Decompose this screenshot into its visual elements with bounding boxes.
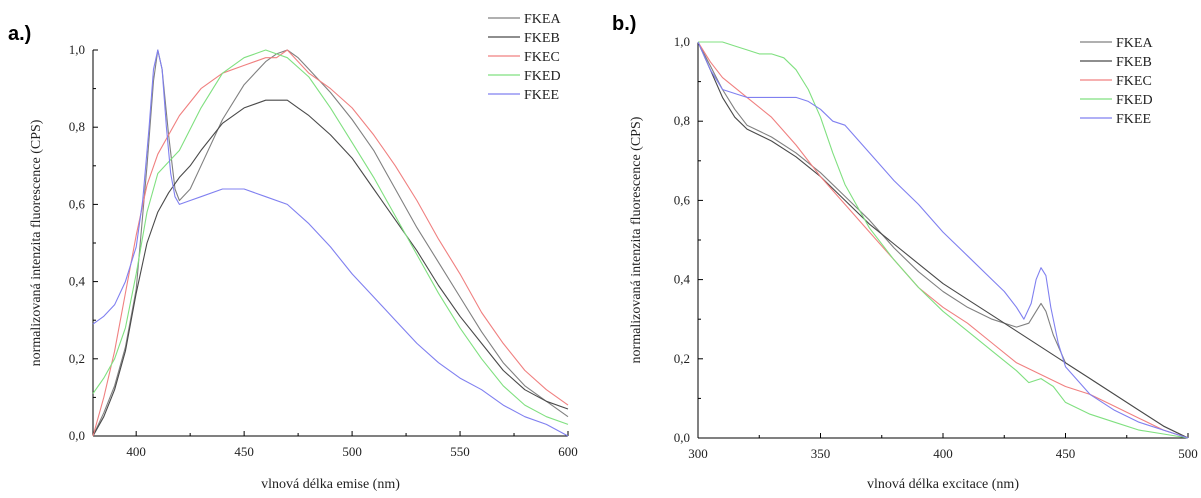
legend-label-fkee: FKEE <box>524 88 559 103</box>
panel-label: a.) <box>8 23 31 45</box>
series-line-fkeb <box>697 41 1189 439</box>
legend-label-fkec: FKEC <box>1116 74 1152 89</box>
panel-label: b.) <box>612 13 636 35</box>
x-axis-title: vlnová délka emise (nm) <box>261 477 400 492</box>
x-tick-label: 400 <box>933 446 953 461</box>
y-tick-label: 0,2 <box>69 351 85 366</box>
series-line-fked <box>698 41 1189 439</box>
x-tick-label: 500 <box>342 444 362 459</box>
y-tick-label: 0,0 <box>674 430 690 445</box>
panel-a: a.) 0,0 0,2 0,4 0,6 0,8 1,0 400 450 500 550 600 vlno… <box>8 12 578 492</box>
y-axis-title: normalizovaná intenzita fluorescence (CP… <box>29 119 44 366</box>
x-tick-label: 550 <box>450 444 470 459</box>
legend-label-fkeb: FKEB <box>1116 55 1152 70</box>
x-tick-label: 350 <box>811 446 831 461</box>
series-line-fkec <box>697 41 1189 439</box>
y-tick-label: 0,6 <box>69 196 86 211</box>
series-line-fkeb <box>92 99 569 437</box>
y-tick-label: 0,6 <box>674 192 691 207</box>
y-tick-label: 0,0 <box>69 428 85 443</box>
panel-b: b.) 0,0 0,2 0,4 0,6 0,8 1,0 300 350 400 450 500 vlno… <box>612 13 1198 492</box>
y-axis-title: normalizovaná intenzita fluorescence (CP… <box>629 116 644 363</box>
series-line-fkea <box>92 49 569 437</box>
x-tick-label: 450 <box>1056 446 1076 461</box>
y-tick-label: 0,8 <box>69 119 85 134</box>
series-line-fkee <box>697 41 1189 439</box>
x-tick-label: 500 <box>1178 446 1198 461</box>
y-tick-label: 0,4 <box>674 272 691 287</box>
series-line-fkea <box>697 41 1189 439</box>
y-tick-label: 0,4 <box>69 274 86 289</box>
y-tick-label: 1,0 <box>674 34 690 49</box>
series-line-fked <box>92 49 569 425</box>
legend-label-fkea: FKEA <box>1116 36 1153 51</box>
legend-label-fkee: FKEE <box>1116 112 1151 127</box>
y-tick-label: 0,2 <box>674 351 690 366</box>
x-tick-label: 300 <box>688 446 708 461</box>
x-tick-label: 400 <box>126 444 146 459</box>
legend-label-fkeb: FKEB <box>524 31 560 46</box>
series-line-fkee <box>92 49 569 437</box>
legend-label-fkea: FKEA <box>524 12 561 27</box>
x-axis-title: vlnová délka excitace (nm) <box>867 477 1019 492</box>
x-tick-label: 600 <box>558 444 578 459</box>
y-tick-label: 1,0 <box>69 42 85 57</box>
legend-label-fkec: FKEC <box>524 50 560 65</box>
x-tick-label: 450 <box>234 444 254 459</box>
y-tick-label: 0,8 <box>674 113 690 128</box>
legend-label-fked: FKED <box>1116 93 1153 108</box>
legend-label-fked: FKED <box>524 69 561 84</box>
